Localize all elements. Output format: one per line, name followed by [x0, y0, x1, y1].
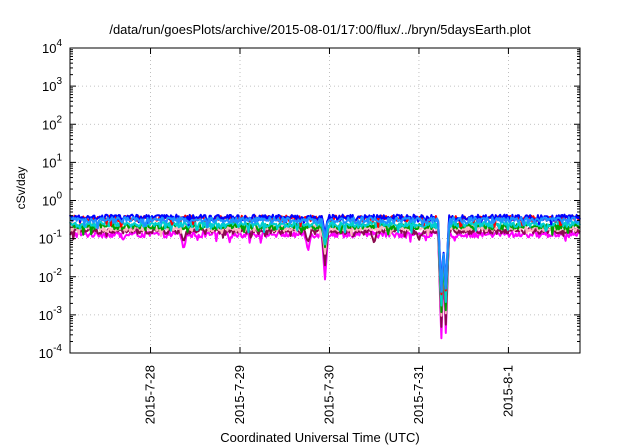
series-line — [69, 216, 581, 293]
x-tick-label: 2015-7-30 — [321, 365, 336, 424]
series-line — [69, 230, 581, 340]
y-tick-label: 104 — [42, 38, 62, 56]
data-series — [69, 213, 581, 340]
x-axis: 2015-7-28 2015-7-29 2015-7-30 2015-7-31 2015… — [143, 48, 515, 424]
y-tick-label: 100 — [42, 191, 62, 209]
y-tick-label: 10-1 — [39, 229, 63, 247]
x-axis-label: Coordinated Universal Time (UTC) — [220, 430, 420, 445]
x-tick-label: 2015-8-1 — [500, 365, 515, 417]
x-tick-label: 2015-7-31 — [411, 365, 426, 424]
y-tick-label: 10-2 — [39, 267, 63, 285]
grid-lines — [70, 47, 580, 354]
x-tick-label: 2015-7-28 — [143, 365, 158, 424]
y-tick-label: 101 — [42, 152, 62, 170]
y-tick-label: 10-3 — [39, 305, 63, 323]
y-tick-label: 103 — [42, 76, 62, 94]
chart-title: /data/run/goesPlots/archive/2015-08-01/1… — [109, 22, 531, 37]
x-tick-label: 2015-7-29 — [232, 365, 247, 424]
y-tick-label: 102 — [42, 114, 62, 132]
y-axis-label: cSv/day — [14, 166, 28, 210]
y-axis: 10-4 10-3 10-2 10-1 100 101 102 103 104 — [39, 38, 580, 361]
y-tick-label: 10-4 — [39, 343, 63, 361]
